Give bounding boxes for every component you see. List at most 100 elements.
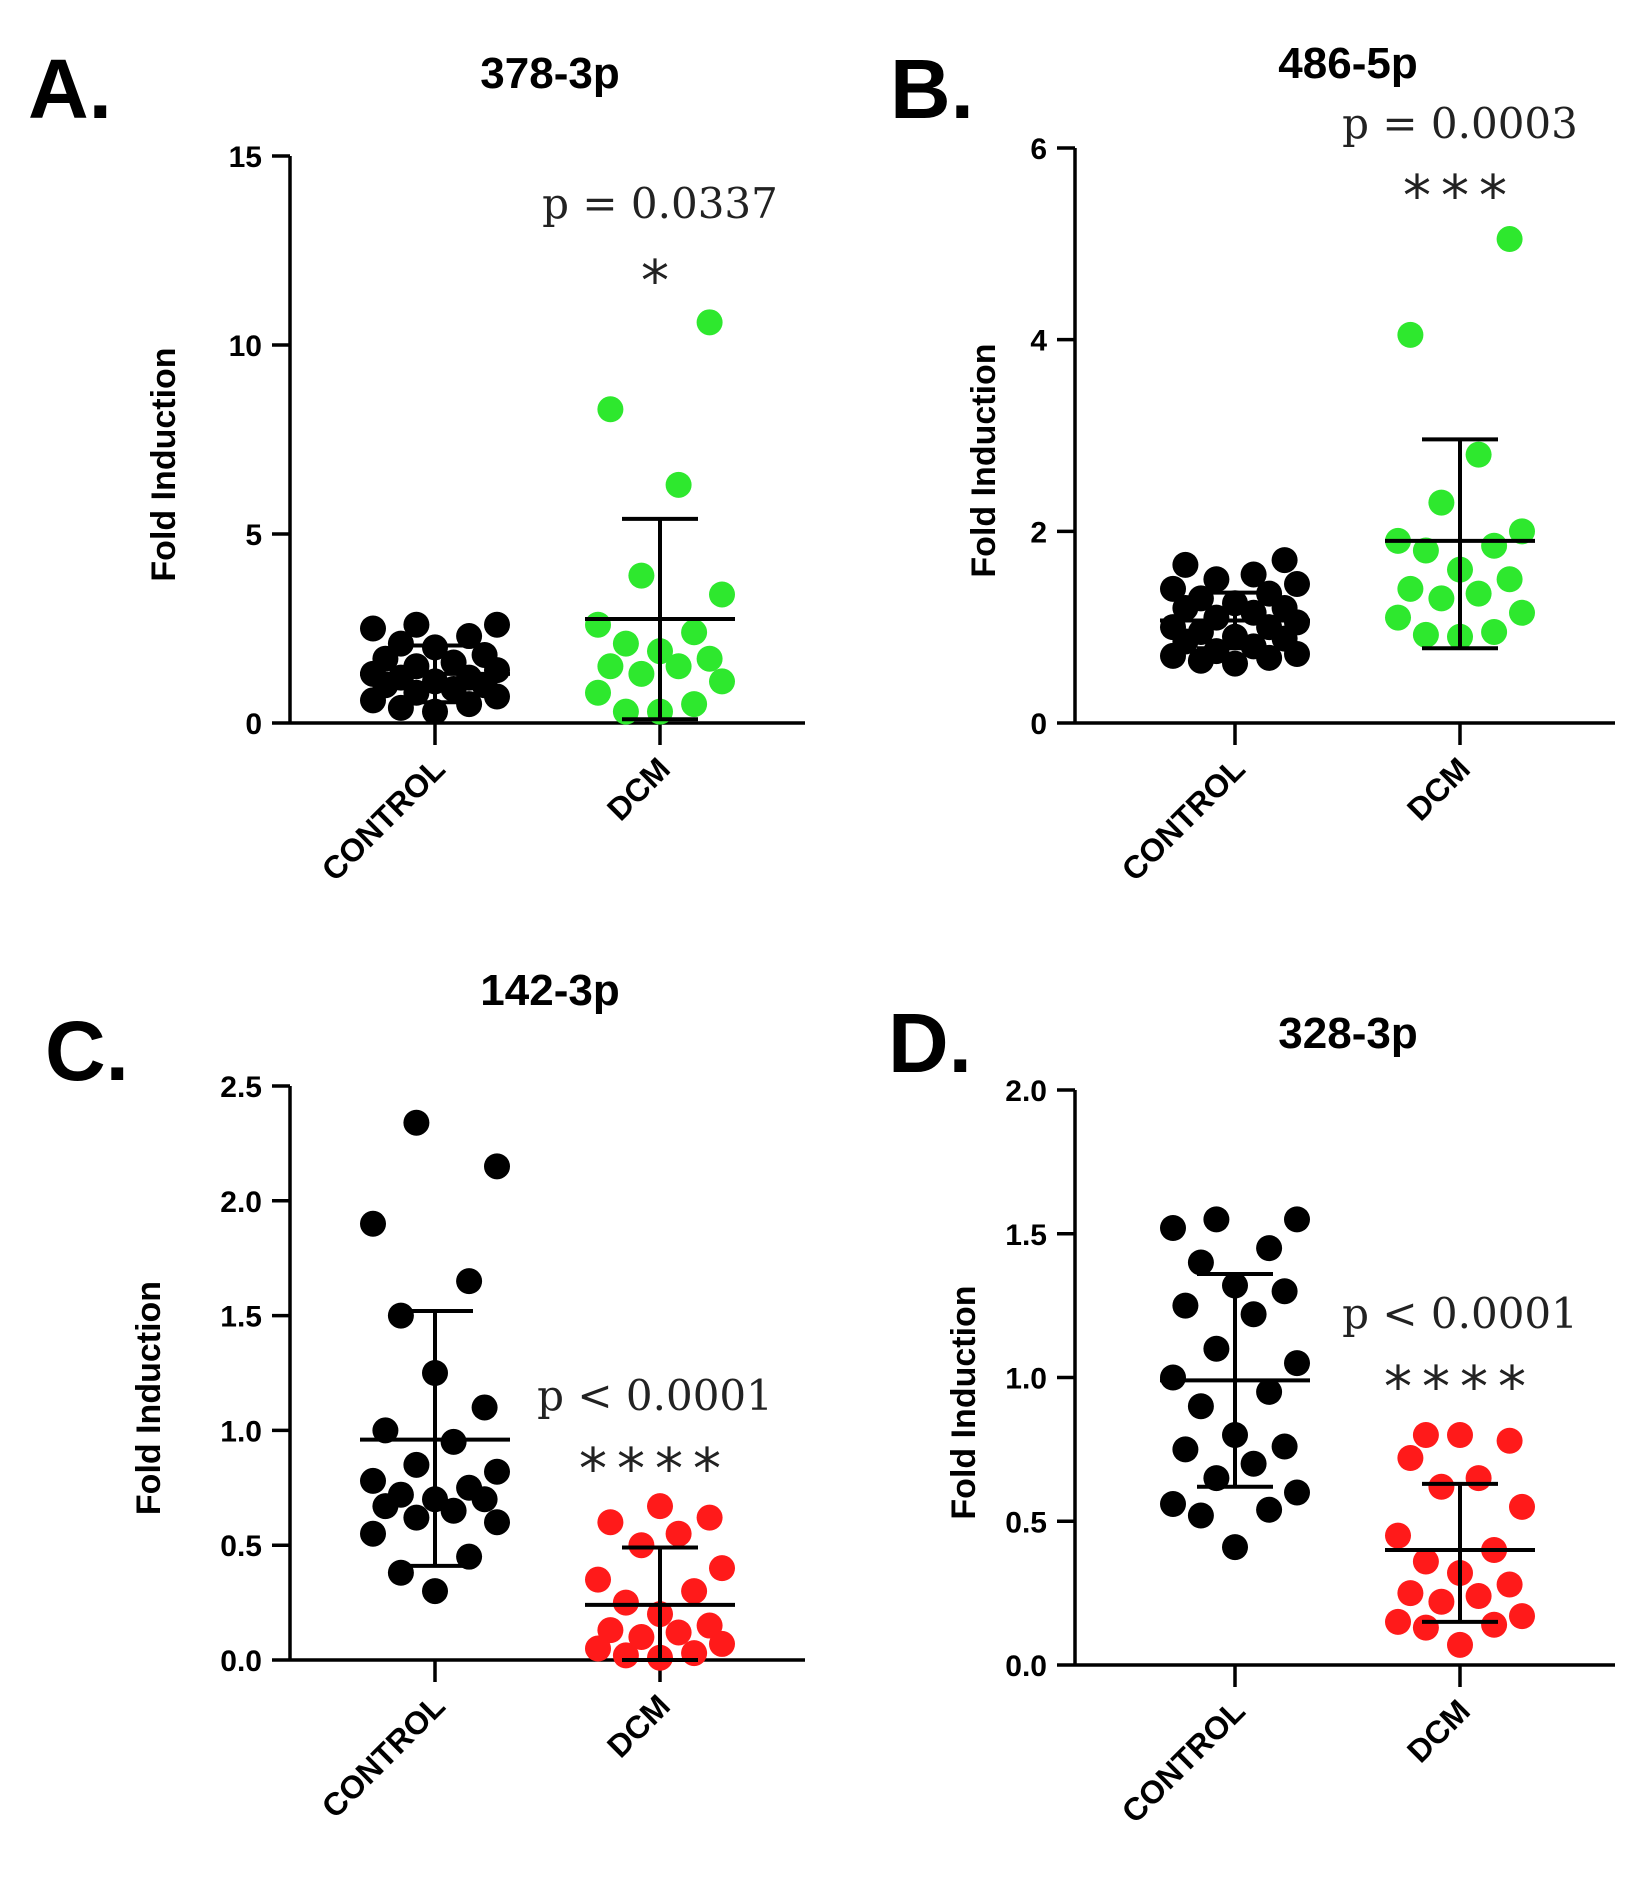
- data-point: [647, 1493, 673, 1520]
- data-point: [1160, 575, 1186, 602]
- data-point: [1271, 1278, 1298, 1305]
- p-value: p = 0.0337: [542, 179, 778, 228]
- data-point: [1509, 1603, 1535, 1630]
- y-axis-title: Fold Induction: [130, 1281, 168, 1515]
- data-point: [1160, 1491, 1186, 1517]
- data-point: [1187, 1393, 1214, 1420]
- data-point: [1240, 1301, 1267, 1328]
- data-point: [628, 660, 655, 687]
- data-point: [1160, 1215, 1186, 1241]
- data-point: [1203, 1465, 1230, 1492]
- data-point: [1481, 618, 1508, 645]
- data-point: [1428, 1588, 1455, 1615]
- data-point: [1240, 561, 1267, 588]
- data-point: [1496, 226, 1523, 253]
- data-point: [585, 1635, 611, 1662]
- data-point: [456, 1543, 483, 1570]
- x-tick-label: DCM: [1400, 750, 1477, 827]
- data-point: [1256, 1235, 1283, 1262]
- y-tick-label: 0.5: [1005, 1506, 1047, 1539]
- data-point: [1428, 489, 1455, 516]
- data-point: [1172, 1436, 1199, 1463]
- y-tick-label: 10: [229, 330, 262, 363]
- panel-a: A. 378-3p 0 5 10 15 Fold Induction CONTROL DCM p …: [28, 42, 805, 888]
- data-point: [585, 679, 611, 706]
- data-point: [456, 623, 483, 650]
- data-point: [403, 1504, 430, 1531]
- data-point: [471, 641, 498, 668]
- data-point: [1509, 518, 1535, 545]
- y-tick-label: 2.0: [220, 1186, 262, 1219]
- data-point: [681, 1578, 708, 1605]
- data-point: [696, 1612, 723, 1639]
- data-point: [1496, 1571, 1523, 1598]
- y-tick-label: 15: [229, 141, 262, 174]
- y-tick-label: 0.5: [220, 1530, 262, 1563]
- p-value: p < 0.0001: [537, 1371, 773, 1420]
- data-point: [387, 1559, 414, 1586]
- data-point: [709, 668, 735, 695]
- data-point: [696, 309, 723, 336]
- data-point: [597, 1617, 624, 1644]
- data-point: [387, 1481, 414, 1508]
- data-point: [709, 1555, 735, 1582]
- data-point: [597, 653, 624, 680]
- x-tick-label: DCM: [600, 1687, 677, 1764]
- data-point: [440, 1428, 467, 1455]
- data-point: [1447, 1422, 1473, 1448]
- data-point: [1187, 1502, 1214, 1529]
- data-point: [1203, 604, 1230, 631]
- data-point: [1465, 441, 1492, 468]
- panel-title: 378-3p: [480, 49, 619, 98]
- data-point: [1203, 638, 1230, 665]
- series-control: [360, 1109, 510, 1605]
- x-tick-label: CONTROL: [1115, 1692, 1252, 1829]
- data-point: [1284, 1479, 1310, 1506]
- data-point: [696, 1504, 723, 1531]
- data-point: [484, 1458, 510, 1485]
- significance-stars: *: [641, 249, 679, 314]
- data-point: [1271, 547, 1298, 574]
- x-tick-label: DCM: [600, 750, 677, 827]
- significance-stars: ****: [1384, 1355, 1536, 1420]
- data-point: [1203, 1335, 1230, 1362]
- y-tick-label: 6: [1030, 133, 1047, 166]
- y-tick-label: 0: [1030, 708, 1047, 741]
- data-point: [484, 611, 510, 638]
- data-point: [1428, 585, 1455, 612]
- data-point: [1481, 1611, 1508, 1638]
- data-point: [1509, 599, 1535, 626]
- panel-letter: D.: [888, 996, 972, 1090]
- data-point: [612, 630, 639, 657]
- significance-stars: ***: [1403, 164, 1517, 229]
- data-point: [665, 653, 692, 680]
- panel-title: 142-3p: [480, 966, 619, 1015]
- data-point: [1496, 1427, 1523, 1454]
- data-point: [628, 562, 655, 589]
- data-point: [422, 1578, 448, 1605]
- x-tick-label: CONTROL: [1115, 750, 1252, 887]
- data-point: [387, 1302, 414, 1329]
- data-point: [597, 1509, 624, 1536]
- data-point: [1412, 1422, 1439, 1448]
- data-point: [471, 1394, 498, 1421]
- data-point: [681, 1640, 708, 1667]
- y-axis-title: Fold Induction: [945, 1285, 983, 1519]
- x-tick-label: CONTROL: [315, 750, 452, 887]
- y-tick-label: 2.0: [1005, 1075, 1047, 1108]
- y-axis-title: Fold Induction: [145, 347, 183, 581]
- data-point: [1397, 1580, 1424, 1607]
- data-point: [1160, 1364, 1186, 1391]
- data-point: [1412, 1614, 1439, 1641]
- data-point: [403, 1451, 430, 1478]
- y-tick-label: 1.5: [1005, 1219, 1047, 1252]
- data-point: [1385, 1522, 1411, 1549]
- series-dcm: [585, 309, 735, 725]
- data-point: [440, 649, 467, 676]
- panel-title: 486-5p: [1278, 39, 1417, 88]
- data-point: [681, 619, 708, 646]
- data-point: [1397, 575, 1424, 602]
- y-tick-label: 4: [1030, 325, 1047, 358]
- data-point: [456, 1474, 483, 1501]
